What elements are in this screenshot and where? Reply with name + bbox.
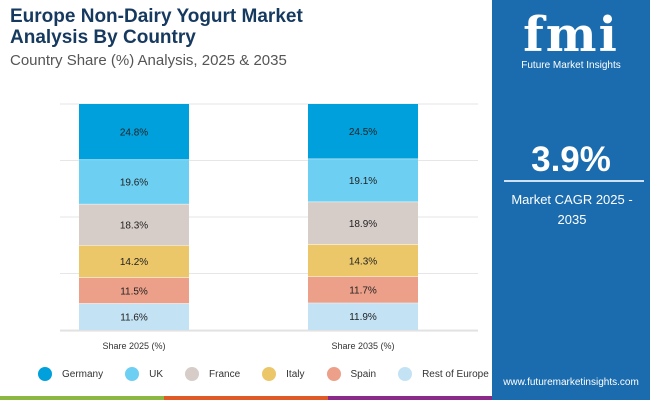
- legend-item[interactable]: France: [185, 367, 240, 381]
- legend-label: Spain: [350, 368, 377, 380]
- bar-segment-germany: [79, 104, 189, 161]
- legend-swatch: [185, 367, 200, 381]
- chart-title: Europe Non-Dairy Yogurt Market Analysis B…: [10, 6, 303, 48]
- data-label: 24.5%: [349, 127, 377, 138]
- legend-swatch: [38, 367, 52, 381]
- title-line-1: Europe Non-Dairy Yogurt Market: [10, 6, 303, 27]
- legend-item[interactable]: Italy: [262, 367, 305, 381]
- x-tick-label: Share 2035 (%): [331, 341, 394, 351]
- legend-label: Italy: [286, 368, 305, 380]
- legend-label: France: [209, 368, 241, 380]
- fmi-logo: fmi Future Market Insights: [492, 10, 650, 71]
- logo-subtitle: Future Market Insights: [521, 60, 621, 71]
- bar-segment-spain: [308, 276, 418, 304]
- data-label: 11.6%: [120, 312, 148, 323]
- stacked-bar-chart: 24.8% 19.6% 18.3% 14.2% 11.5% 11.6% Share 2025…: [60, 103, 478, 351]
- data-label: 24.8%: [120, 128, 148, 139]
- bar-segment-italy: [79, 245, 189, 278]
- data-label: 18.3%: [120, 221, 148, 232]
- data-label: 19.1%: [349, 176, 377, 187]
- legend-item[interactable]: Spain: [326, 367, 377, 381]
- legend-label: UK: [149, 368, 164, 380]
- legend-label: Germany: [62, 368, 104, 380]
- data-label: 14.2%: [120, 257, 148, 268]
- stripe-segment: [164, 396, 328, 400]
- legend-label: Rest of Europe: [422, 368, 489, 380]
- legend-item[interactable]: Germany: [38, 367, 103, 381]
- data-label: 11.7%: [349, 286, 377, 297]
- bar-segment-rest-of-europe: [308, 303, 418, 330]
- data-label: 11.9%: [349, 312, 377, 323]
- stripe-segment: [328, 396, 492, 400]
- logo-text: fmi: [523, 7, 619, 63]
- stripe-segment: [0, 396, 164, 400]
- bar-segment-italy: [308, 244, 418, 277]
- legend-swatch: [398, 367, 413, 381]
- website-url[interactable]: www.futuremarketinsights.com: [503, 377, 639, 388]
- title-line-2: Analysis By Country: [10, 27, 196, 48]
- legend-item[interactable]: UK: [125, 367, 163, 381]
- legend-swatch: [262, 367, 277, 381]
- data-label: 19.6%: [120, 178, 148, 189]
- cagr-value: 3.9%: [531, 140, 611, 179]
- footer-stripe: [0, 396, 492, 400]
- legend-swatch: [125, 367, 140, 381]
- divider: [504, 180, 644, 182]
- data-label: 14.3%: [349, 256, 377, 267]
- legend: Germany UK France Italy Spain Rest of Europe: [38, 367, 511, 381]
- legend-item[interactable]: Rest of Europe: [398, 367, 489, 381]
- bar-segment-uk: [308, 159, 418, 203]
- side-panel: fmi Future Market Insights 3.9% Market C…: [492, 0, 650, 400]
- data-label: 18.9%: [349, 219, 377, 230]
- x-tick-label: Share 2025 (%): [102, 341, 165, 351]
- bar-segment-uk: [79, 160, 189, 205]
- bar-segment-germany: [308, 104, 418, 160]
- bar-segment-spain: [79, 277, 189, 304]
- legend-swatch: [326, 367, 341, 381]
- chart-subtitle: Country Share (%) Analysis, 2025 & 2035: [10, 52, 287, 69]
- bar-segment-rest-of-europe: [79, 303, 189, 330]
- data-label: 11.5%: [120, 286, 148, 297]
- bar-segment-france: [79, 204, 189, 246]
- cagr-label: Market CAGR 2025 - 2035: [511, 192, 633, 227]
- bar-segment-france: [308, 202, 418, 245]
